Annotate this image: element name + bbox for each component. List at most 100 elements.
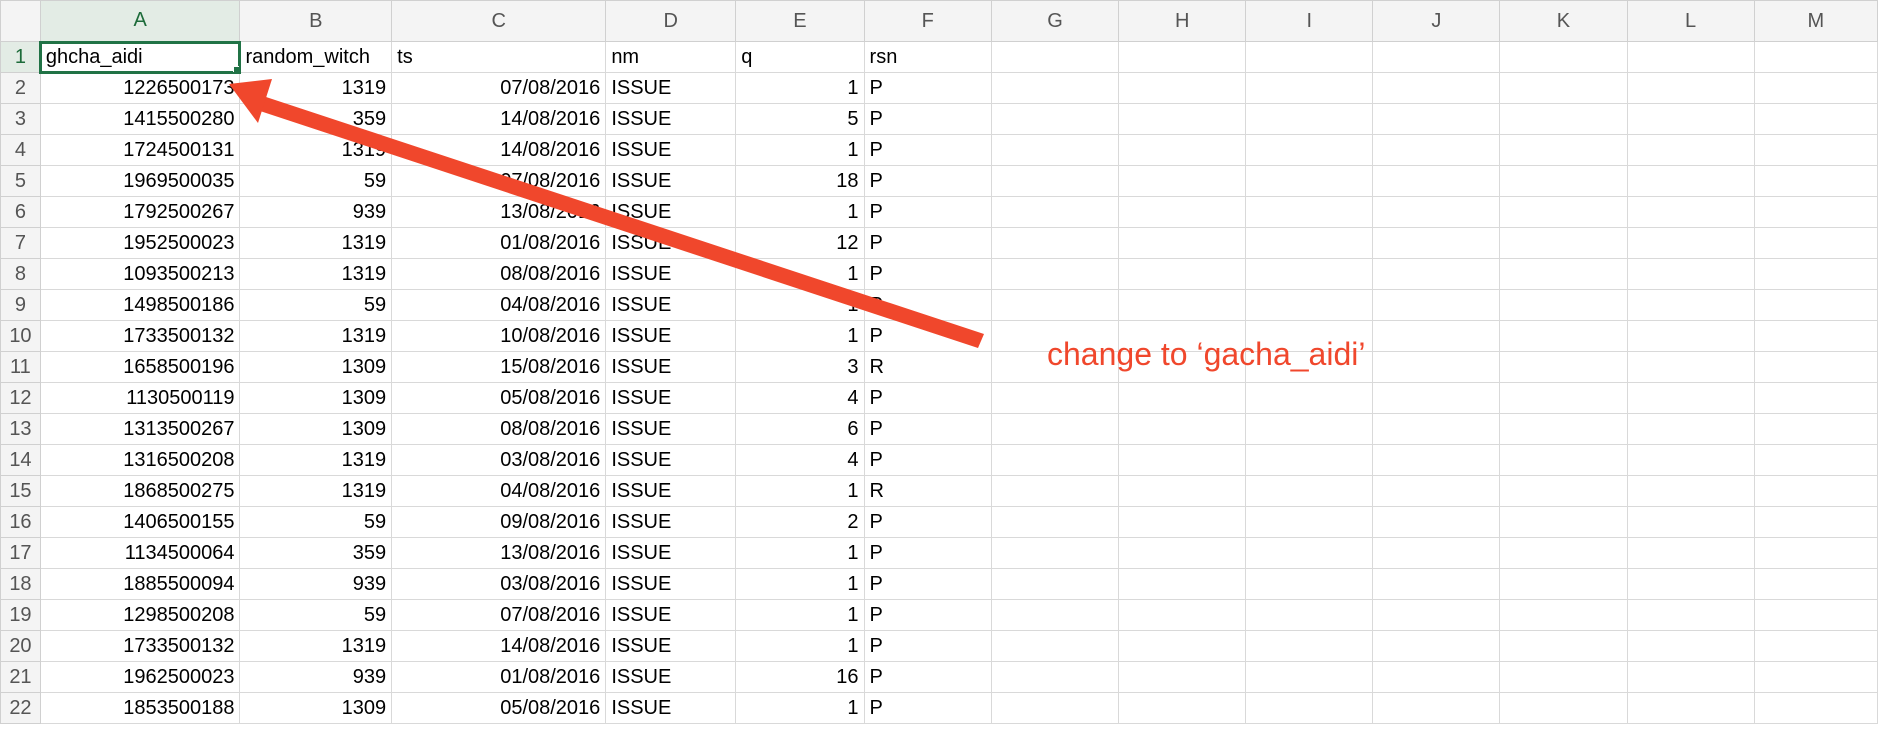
empty-cell[interactable] xyxy=(1118,196,1247,228)
column-header-b[interactable]: B xyxy=(239,0,393,42)
empty-cell[interactable] xyxy=(1118,506,1247,538)
cell-c[interactable]: 09/08/2016 xyxy=(391,506,607,538)
cell-e[interactable]: 1 xyxy=(735,196,865,228)
cell-a[interactable]: 1134500064 xyxy=(39,537,241,569)
cell-b[interactable]: 1319 xyxy=(239,72,393,104)
cell-e[interactable]: 4 xyxy=(735,444,865,476)
column-header-d[interactable]: D xyxy=(605,0,737,42)
cell-e[interactable]: 6 xyxy=(735,413,865,445)
cell-f[interactable]: P xyxy=(863,103,992,135)
cell-c[interactable]: 13/08/2016 xyxy=(391,537,607,569)
empty-cell[interactable] xyxy=(1118,568,1247,600)
empty-cell[interactable] xyxy=(1499,134,1628,166)
cell-d[interactable]: ISSUE xyxy=(605,382,737,414)
row-header[interactable]: 4 xyxy=(0,134,41,166)
cell-b[interactable]: 59 xyxy=(239,599,393,631)
cell-d[interactable]: ISSUE xyxy=(605,475,737,507)
empty-cell[interactable] xyxy=(1626,227,1755,259)
empty-cell[interactable] xyxy=(1245,382,1374,414)
cell-c[interactable]: 10/08/2016 xyxy=(391,320,607,352)
empty-cell[interactable] xyxy=(1499,41,1628,73)
empty-cell[interactable] xyxy=(1372,568,1501,600)
cell-f[interactable]: P xyxy=(863,165,992,197)
empty-cell[interactable] xyxy=(1118,382,1247,414)
empty-cell[interactable] xyxy=(1499,258,1628,290)
empty-cell[interactable] xyxy=(1118,134,1247,166)
empty-cell[interactable] xyxy=(1753,413,1878,445)
column-header-j[interactable]: J xyxy=(1372,0,1501,42)
cell-f[interactable]: R xyxy=(863,475,992,507)
cell-d[interactable]: ISSUE xyxy=(605,599,737,631)
empty-cell[interactable] xyxy=(1245,72,1374,104)
cell-c[interactable]: 14/08/2016 xyxy=(391,630,607,662)
cell-e[interactable]: 2 xyxy=(735,506,865,538)
cell-b[interactable]: 1319 xyxy=(239,320,393,352)
cell-c[interactable]: ts xyxy=(391,41,607,73)
row-header[interactable]: 11 xyxy=(0,351,41,383)
empty-cell[interactable] xyxy=(1245,537,1374,569)
cell-c[interactable]: 03/08/2016 xyxy=(391,444,607,476)
column-header-l[interactable]: L xyxy=(1626,0,1755,42)
empty-cell[interactable] xyxy=(990,41,1120,73)
empty-cell[interactable] xyxy=(1626,630,1755,662)
cell-d[interactable]: ISSUE xyxy=(605,692,737,724)
empty-cell[interactable] xyxy=(1372,692,1501,724)
row-header[interactable]: 1 xyxy=(0,41,41,73)
empty-cell[interactable] xyxy=(990,692,1120,724)
empty-cell[interactable] xyxy=(1245,227,1374,259)
empty-cell[interactable] xyxy=(1118,537,1247,569)
row-header[interactable]: 7 xyxy=(0,227,41,259)
empty-cell[interactable] xyxy=(990,258,1120,290)
row-header[interactable]: 15 xyxy=(0,475,41,507)
empty-cell[interactable] xyxy=(1118,289,1247,321)
row-header[interactable]: 10 xyxy=(0,320,41,352)
cell-f[interactable]: P xyxy=(863,382,992,414)
empty-cell[interactable] xyxy=(1499,630,1628,662)
row-header[interactable]: 13 xyxy=(0,413,41,445)
empty-cell[interactable] xyxy=(1626,661,1755,693)
cell-a[interactable]: 1093500213 xyxy=(39,258,241,290)
cell-e[interactable]: 1 xyxy=(735,475,865,507)
cell-f[interactable]: P xyxy=(863,196,992,228)
cell-b[interactable]: 1319 xyxy=(239,630,393,662)
empty-cell[interactable] xyxy=(1499,537,1628,569)
empty-cell[interactable] xyxy=(1626,72,1755,104)
empty-cell[interactable] xyxy=(990,537,1120,569)
empty-cell[interactable] xyxy=(1626,382,1755,414)
empty-cell[interactable] xyxy=(1753,351,1878,383)
empty-cell[interactable] xyxy=(990,196,1120,228)
empty-cell[interactable] xyxy=(1118,630,1247,662)
empty-cell[interactable] xyxy=(990,165,1120,197)
cell-f[interactable]: P xyxy=(863,72,992,104)
cell-f[interactable]: P xyxy=(863,630,992,662)
empty-cell[interactable] xyxy=(1499,568,1628,600)
cell-b[interactable]: 939 xyxy=(239,568,393,600)
empty-cell[interactable] xyxy=(1372,227,1501,259)
cell-c[interactable]: 15/08/2016 xyxy=(391,351,607,383)
cell-f[interactable]: P xyxy=(863,227,992,259)
cell-c[interactable]: 13/08/2016 xyxy=(391,196,607,228)
empty-cell[interactable] xyxy=(1626,506,1755,538)
cell-a[interactable]: 1733500132 xyxy=(39,630,241,662)
cell-a[interactable]: 1853500188 xyxy=(39,692,241,724)
empty-cell[interactable] xyxy=(1245,103,1374,135)
cell-b[interactable]: 59 xyxy=(239,289,393,321)
cell-f[interactable]: P xyxy=(863,568,992,600)
empty-cell[interactable] xyxy=(1245,258,1374,290)
empty-cell[interactable] xyxy=(1499,227,1628,259)
cell-b[interactable]: random_witch xyxy=(239,41,393,73)
cell-e[interactable]: 4 xyxy=(735,382,865,414)
empty-cell[interactable] xyxy=(1626,320,1755,352)
empty-cell[interactable] xyxy=(1245,413,1374,445)
cell-d[interactable]: ISSUE xyxy=(605,134,737,166)
empty-cell[interactable] xyxy=(1499,413,1628,445)
empty-cell[interactable] xyxy=(1753,41,1878,73)
empty-cell[interactable] xyxy=(1245,630,1374,662)
cell-c[interactable]: 07/08/2016 xyxy=(391,599,607,631)
cell-d[interactable]: ISSUE xyxy=(605,506,737,538)
cell-e[interactable]: 12 xyxy=(735,227,865,259)
row-header[interactable]: 2 xyxy=(0,72,41,104)
column-header-e[interactable]: E xyxy=(735,0,865,42)
empty-cell[interactable] xyxy=(1372,134,1501,166)
column-header-g[interactable]: G xyxy=(990,0,1120,42)
